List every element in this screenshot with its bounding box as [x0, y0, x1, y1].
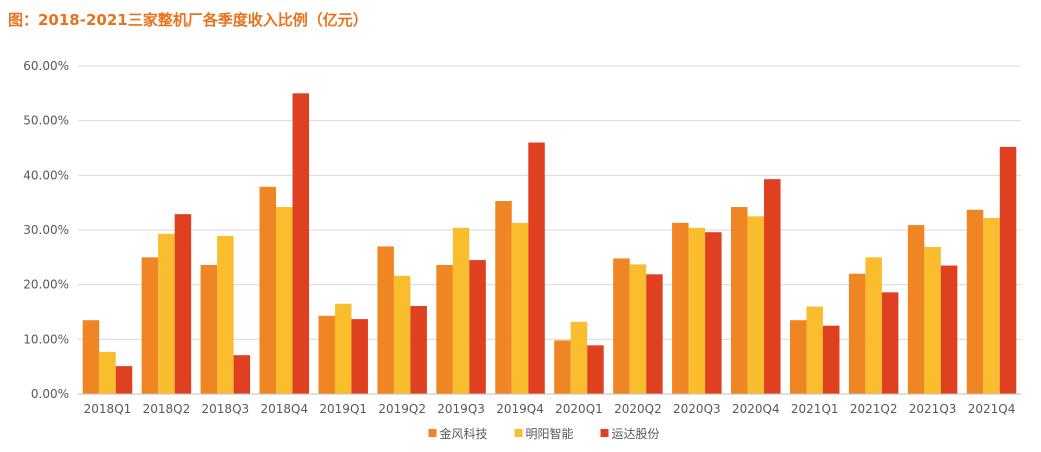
bar-2021Q3-2: [940, 265, 958, 394]
bar-2021Q2-0: [848, 273, 866, 394]
x-tick-label: 2019Q3: [437, 402, 485, 416]
bar-2019Q1-2: [351, 319, 368, 394]
bar-2021Q1-0: [789, 320, 807, 394]
bar-2020Q3-1: [688, 227, 706, 394]
bar-2020Q3-0: [672, 222, 689, 394]
bar-2018Q3-1: [217, 236, 234, 394]
y-axis-ticks: 0.00% 10.00% 20.00% 30.00% 40.00% 50.00% 60.00…: [23, 59, 69, 401]
bar-2021Q2-1: [865, 257, 882, 394]
y-tick-label: 0.00%: [31, 387, 69, 401]
bar-2018Q1-0: [82, 320, 100, 394]
bar-2019Q3-0: [436, 264, 453, 394]
bar-2018Q4-2: [292, 93, 310, 394]
bar-2019Q1-1: [334, 303, 352, 394]
x-tick-label: 2020Q2: [614, 402, 662, 416]
bar-2018Q3-0: [200, 264, 218, 394]
y-tick-label: 60.00%: [23, 59, 69, 73]
bar-2020Q1-2: [587, 345, 604, 394]
bar-2019Q1-0: [318, 315, 335, 394]
bar-2019Q2-0: [377, 246, 394, 394]
legend-swatch: [428, 429, 437, 437]
bar-2021Q4-1: [983, 217, 1000, 394]
bar-2018Q4-0: [259, 186, 277, 394]
bar-2018Q3-2: [233, 355, 251, 394]
bar-2021Q2-2: [881, 292, 899, 394]
bar-2021Q4-0: [966, 209, 984, 394]
bar-2019Q4-0: [495, 201, 512, 394]
x-tick-label: 2018Q4: [260, 402, 308, 416]
bar-2018Q2-1: [158, 233, 175, 394]
legend-label: 金风科技: [440, 426, 488, 441]
legend-swatch: [600, 429, 609, 437]
bar-2018Q2-2: [174, 214, 192, 394]
bar-2019Q2-2: [410, 305, 427, 394]
x-tick-label: 2021Q4: [968, 402, 1016, 416]
bar-2020Q2-0: [613, 258, 630, 394]
x-tick-label: 2018Q3: [202, 402, 250, 416]
x-tick-label: 2020Q3: [673, 402, 721, 416]
legend-item: 运达股份: [600, 427, 660, 441]
x-tick-label: 2020Q1: [555, 402, 603, 416]
y-tick-label: 40.00%: [23, 168, 69, 182]
bar-2018Q4-1: [276, 207, 293, 394]
legend-swatch: [514, 429, 523, 437]
y-tick-label: 10.00%: [23, 332, 69, 346]
x-tick-label: 2019Q1: [319, 402, 367, 416]
bar-2020Q2-1: [629, 264, 647, 394]
bar-2019Q2-1: [393, 275, 411, 394]
bar-2021Q1-2: [822, 325, 840, 394]
bar-2018Q1-2: [115, 366, 133, 394]
legend-item: 明阳智能: [514, 426, 574, 441]
x-tick-label: 2019Q2: [378, 402, 426, 416]
x-tick-label: 2021Q2: [850, 402, 898, 416]
bar-2020Q3-2: [705, 232, 722, 394]
bar-2019Q4-2: [528, 142, 545, 394]
bar-2020Q1-0: [554, 340, 571, 394]
bar-2021Q1-1: [806, 306, 823, 394]
bar-2019Q3-1: [452, 227, 470, 394]
x-tick-label: 2021Q1: [791, 402, 839, 416]
bar-2020Q4-0: [731, 207, 748, 394]
legend-label: 运达股份: [612, 427, 660, 441]
x-tick-label: 2020Q4: [732, 402, 780, 416]
x-tick-label: 2018Q2: [143, 402, 191, 416]
bar-2021Q4-2: [999, 146, 1017, 394]
bar-2020Q1-1: [570, 321, 588, 394]
x-axis-ticks: 2018Q1 2018Q2 2018Q3 2018Q4 2019Q1 2019Q2 2019…: [84, 402, 1016, 416]
bar-2019Q3-2: [469, 260, 486, 394]
legend-label: 明阳智能: [526, 426, 574, 441]
bar-2021Q3-1: [924, 246, 941, 394]
bar-2018Q2-0: [141, 257, 159, 394]
bar-2020Q4-1: [747, 216, 765, 394]
bar-2020Q2-2: [646, 274, 663, 394]
bar-2020Q4-2: [764, 179, 781, 394]
x-tick-label: 2021Q3: [909, 402, 957, 416]
bar-2021Q3-0: [907, 225, 925, 394]
x-tick-label: 2018Q1: [84, 402, 132, 416]
y-tick-label: 30.00%: [23, 223, 69, 237]
y-tick-label: 50.00%: [23, 114, 69, 128]
bars: [82, 93, 1017, 394]
legend: 金风科技 明阳智能 运达股份: [428, 426, 660, 441]
x-tick-label: 2019Q4: [496, 402, 544, 416]
legend-item: 金风科技: [428, 426, 488, 441]
y-tick-label: 20.00%: [23, 278, 69, 292]
chart-title: 图：2018-2021三家整机厂各季度收入比例（亿元）: [8, 11, 368, 29]
bar-2019Q4-1: [511, 222, 529, 394]
bar-2018Q1-1: [99, 351, 116, 394]
